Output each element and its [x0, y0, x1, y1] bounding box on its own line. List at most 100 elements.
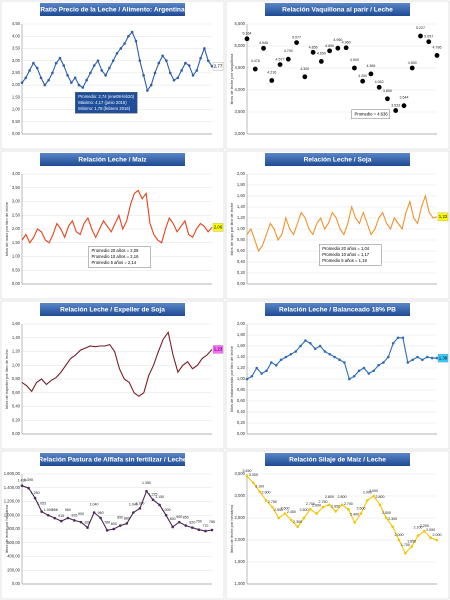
- y-axis-label: kilos de soja por litro de leche: [229, 202, 234, 255]
- panel: [0, 150, 225, 300]
- value-label: 900: [78, 512, 84, 516]
- y-tick-label: 1,000: [235, 581, 246, 586]
- point: [269, 78, 275, 83]
- point: [24, 76, 28, 80]
- point: [386, 355, 390, 359]
- point: [372, 369, 375, 373]
- value-label: 2.700: [344, 502, 353, 506]
- point: [410, 545, 413, 548]
- y-tick-label: 0,50: [12, 119, 21, 124]
- point: [429, 536, 432, 540]
- value-label: 3.450: [243, 469, 252, 473]
- value-label: 800: [111, 522, 117, 526]
- point: [401, 103, 407, 109]
- end-label: 1,38: [439, 355, 448, 360]
- annotation-text: Promedio 20 años = 1,04: [322, 246, 370, 251]
- value-label: 2.000: [395, 533, 404, 537]
- point: [146, 89, 149, 92]
- y-tick-label: 4,000: [235, 87, 246, 92]
- annotation-text: Promedio = 4.636: [355, 111, 389, 116]
- point: [335, 45, 341, 51]
- point: [353, 521, 356, 524]
- point: [40, 510, 43, 513]
- value-label: 2.300: [388, 517, 397, 521]
- point: [421, 358, 424, 362]
- point: [423, 529, 426, 533]
- value-label: 4.856: [309, 45, 318, 49]
- value-label: 2.650: [331, 504, 340, 508]
- y-tick-label: 3,000: [235, 131, 246, 136]
- point: [81, 86, 85, 89]
- point: [35, 66, 39, 70]
- point: [352, 374, 356, 378]
- point: [86, 526, 89, 529]
- point: [33, 496, 37, 500]
- point: [108, 66, 111, 70]
- point: [279, 358, 283, 362]
- y-tick-label: 200,00: [7, 567, 20, 572]
- y-tick-label: 2,000: [235, 537, 246, 542]
- series-line: [21, 330, 213, 397]
- point: [351, 65, 357, 71]
- y-tick-label: 0,20: [237, 420, 246, 425]
- series-line: [21, 189, 213, 244]
- y-tick-label: 3,50: [12, 46, 21, 51]
- value-label: 3.800: [383, 89, 392, 93]
- y-tick-label: 1,20: [237, 365, 246, 370]
- value-label: 820: [85, 521, 91, 525]
- value-label: 2.600: [281, 507, 290, 511]
- point: [244, 36, 250, 42]
- point: [132, 511, 135, 514]
- value-label: 2.500: [300, 508, 309, 512]
- point: [302, 516, 306, 520]
- y-tick-label: 1.200,00: [4, 499, 21, 504]
- point: [210, 528, 214, 532]
- value-label: 1.395: [24, 478, 33, 482]
- point: [27, 486, 30, 490]
- y-tick-label: 2,00: [237, 321, 246, 326]
- point: [28, 69, 31, 72]
- annotation-text: Promedio 5 años = 1,19: [322, 258, 367, 263]
- point: [323, 350, 327, 353]
- point: [184, 524, 188, 527]
- y-tick-label: 0,00: [237, 281, 246, 286]
- point: [157, 61, 161, 65]
- title-bar: [265, 303, 410, 316]
- point: [328, 352, 332, 356]
- y-tick-label: 0,40: [237, 409, 246, 414]
- point: [199, 56, 202, 60]
- point: [104, 74, 107, 77]
- point: [130, 30, 134, 34]
- point: [204, 529, 207, 533]
- value-label: 4.200: [358, 74, 367, 78]
- point: [43, 83, 47, 87]
- value-label: 1.053: [37, 502, 46, 506]
- point: [99, 516, 102, 520]
- chart-title: Relación Leche / Expeller de Soja: [60, 307, 165, 314]
- point: [210, 64, 214, 68]
- point: [385, 96, 390, 102]
- point: [302, 74, 308, 80]
- point: [289, 352, 293, 356]
- value-label: 790: [196, 520, 202, 524]
- value-label: 2.800: [338, 495, 347, 499]
- y-tick-label: 0,40: [237, 259, 246, 264]
- point: [285, 56, 291, 62]
- point: [264, 499, 268, 502]
- point: [401, 336, 405, 340]
- point: [426, 39, 432, 45]
- chart-title: Ratio Precio de la Leche / Alimento: Arg…: [40, 7, 185, 14]
- y-tick-label: 3,50: [12, 185, 21, 190]
- chart-title: Relación Silaje de Maíz / Leche: [289, 457, 386, 464]
- point: [318, 59, 324, 64]
- point: [255, 366, 259, 370]
- title-bar: [40, 303, 185, 316]
- point: [357, 369, 361, 373]
- point: [411, 358, 414, 362]
- point: [184, 61, 187, 65]
- y-tick-label: 5,500: [235, 21, 246, 26]
- end-label: 1,22: [439, 214, 448, 219]
- y-tick-label: 0,20: [12, 417, 21, 422]
- point: [164, 513, 168, 517]
- end-label: 2,77: [214, 63, 223, 68]
